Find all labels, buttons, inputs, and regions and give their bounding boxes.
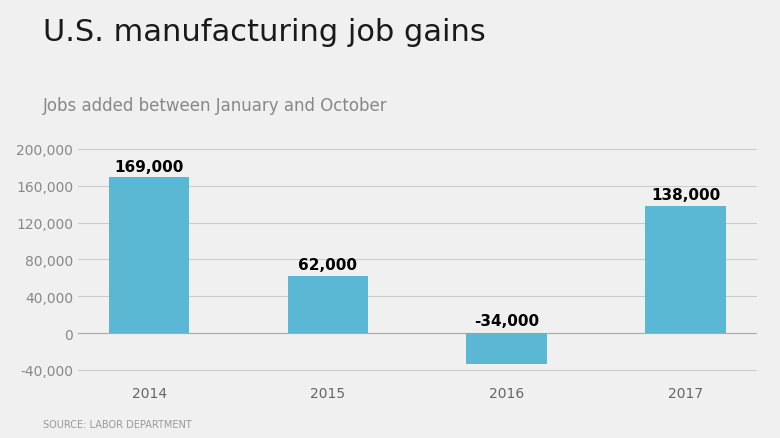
Text: 62,000: 62,000 xyxy=(299,258,357,273)
Text: SOURCE: LABOR DEPARTMENT: SOURCE: LABOR DEPARTMENT xyxy=(43,419,192,429)
Text: -34,000: -34,000 xyxy=(474,314,539,328)
Text: Jobs added between January and October: Jobs added between January and October xyxy=(43,96,388,114)
Text: U.S. manufacturing job gains: U.S. manufacturing job gains xyxy=(43,18,486,46)
Bar xyxy=(645,206,725,333)
Text: 138,000: 138,000 xyxy=(651,188,720,203)
Bar xyxy=(466,333,547,364)
Bar xyxy=(288,276,368,333)
Bar xyxy=(109,178,190,333)
Text: 169,000: 169,000 xyxy=(115,159,184,174)
